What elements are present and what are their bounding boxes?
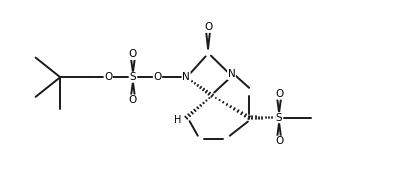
Text: N: N <box>227 69 235 80</box>
Text: O: O <box>129 95 137 105</box>
Text: S: S <box>276 113 282 123</box>
Text: O: O <box>275 89 283 99</box>
Text: O: O <box>153 72 162 82</box>
Text: H: H <box>174 115 182 125</box>
Text: N: N <box>183 72 190 82</box>
Text: O: O <box>204 22 212 32</box>
Text: O: O <box>275 136 283 146</box>
Text: O: O <box>104 72 112 82</box>
Text: O: O <box>129 49 137 59</box>
Text: S: S <box>130 72 136 82</box>
